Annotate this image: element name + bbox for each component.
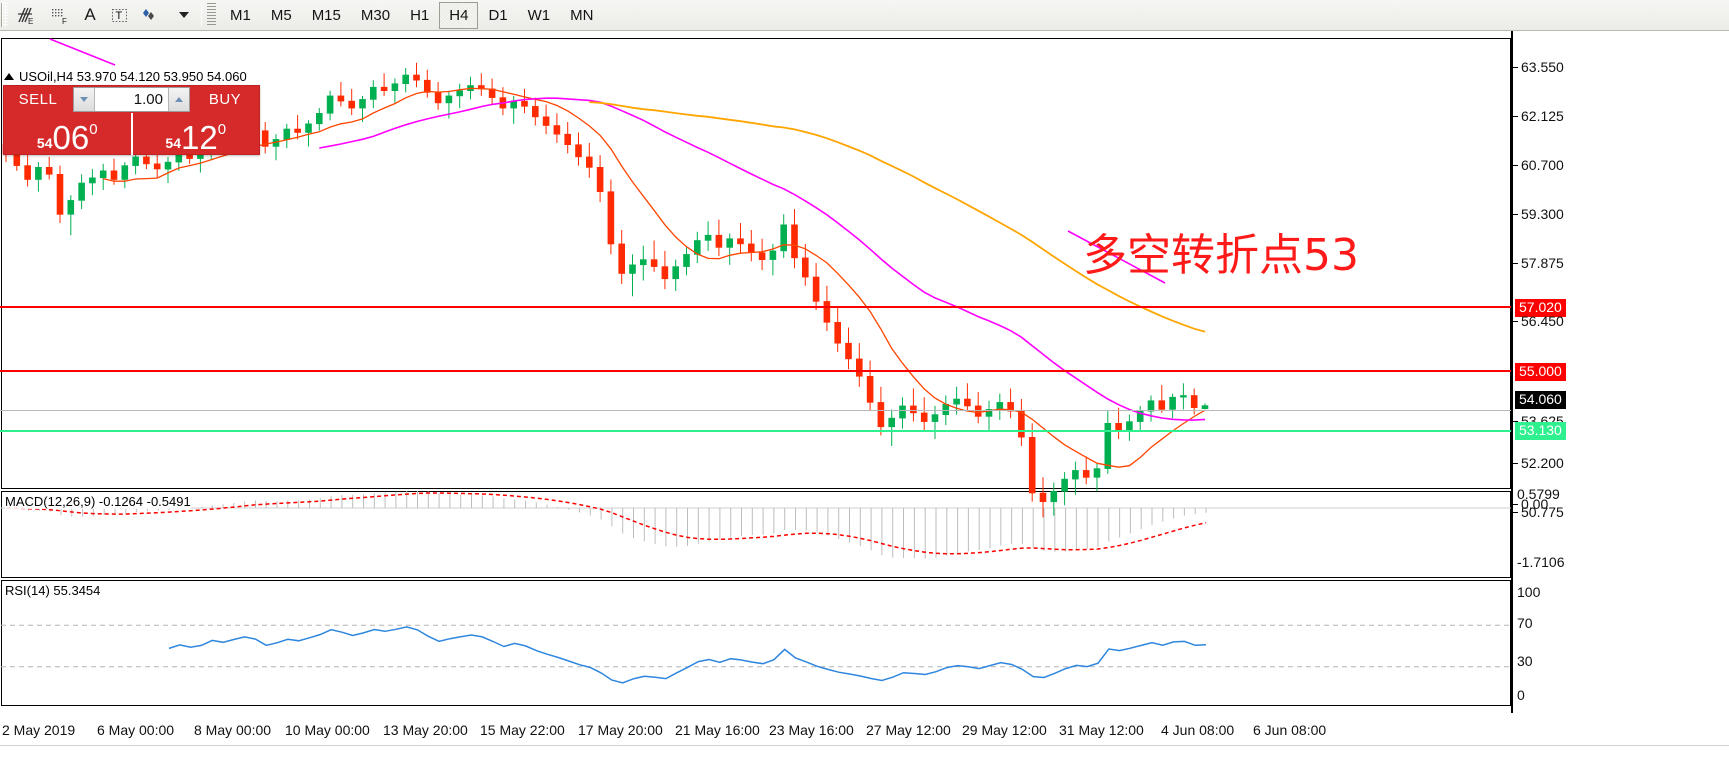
- sell-price-main: 06: [52, 119, 90, 156]
- timeframe-group-handle[interactable]: [207, 3, 216, 27]
- objects-tool-icon[interactable]: [135, 2, 168, 28]
- volume-increment-button[interactable]: [168, 88, 189, 111]
- chevron-down-icon: [80, 97, 88, 102]
- chart-annotation-text: 多空转折点53: [1083, 230, 1359, 281]
- chart-symbol-header: USOil,H4 53.970 54.120 53.950 54.060: [4, 68, 247, 84]
- date-tick: 10 May 00:00: [285, 722, 370, 738]
- timeframe-m15[interactable]: M15: [311, 6, 341, 24]
- grid-tool-icon[interactable]: F: [43, 2, 76, 28]
- date-tick: 6 Jun 08:00: [1253, 722, 1327, 738]
- main-toolbar: E F A T: [0, 0, 1729, 31]
- resistance-line-57020[interactable]: [0, 306, 1511, 308]
- resistance-price-tag[interactable]: 57.020: [1515, 299, 1566, 317]
- price-series-svg: [2, 62, 1209, 518]
- date-tick: 31 May 12:00: [1059, 722, 1144, 738]
- buy-price-fraction: 0: [217, 121, 227, 138]
- current-price-tag: 54.060: [1515, 391, 1566, 409]
- volume-input[interactable]: 1.00: [133, 91, 163, 108]
- annotation-leader-line: [1067, 230, 1166, 284]
- buy-price-main: 12: [181, 119, 218, 156]
- date-tick: 23 May 16:00: [769, 722, 854, 738]
- date-tick: 17 May 20:00: [578, 722, 663, 738]
- text-tool-icon[interactable]: A: [84, 5, 96, 24]
- date-tick: 4 Jun 08:00: [1161, 722, 1235, 738]
- chart-container[interactable]: USOil,H4 53.970 54.120 53.950 54.060: [0, 31, 1729, 713]
- price-axis[interactable]: 63.550 62.125 60.700 59.300 57.875 57.02…: [1511, 31, 1729, 713]
- chart-plot-region[interactable]: MACD(12,26,9) -0.1264 -0.5491 RSI(14) 55…: [0, 31, 1511, 713]
- toolbar-separator: [201, 4, 202, 26]
- label-tool-icon[interactable]: T: [104, 2, 135, 28]
- sell-price-prefix: 54: [36, 135, 53, 151]
- rsi-pane[interactable]: [1, 580, 1511, 706]
- date-tick: 29 May 12:00: [962, 722, 1047, 738]
- timeframe-m1[interactable]: M1: [230, 6, 251, 24]
- date-tick: 13 May 20:00: [383, 722, 468, 738]
- one-click-trading-panel[interactable]: SELL 1.00 BUY 54 06: [3, 85, 260, 155]
- support-price-tag[interactable]: 53.130: [1515, 422, 1566, 440]
- rsi-indicator-label: RSI(14) 55.3454: [5, 583, 101, 598]
- svg-text:F: F: [62, 17, 67, 26]
- buy-price-display[interactable]: 54 12 0: [133, 113, 260, 155]
- date-tick: 27 May 12:00: [866, 722, 951, 738]
- sell-button[interactable]: SELL: [18, 91, 58, 108]
- crosshair-tool-icon[interactable]: E: [10, 2, 43, 28]
- date-axis-rule: [0, 745, 1729, 746]
- macd-pane[interactable]: [1, 491, 1511, 578]
- timeframe-h4[interactable]: H4: [439, 1, 479, 29]
- volume-decrement-button[interactable]: [74, 88, 95, 111]
- timeframe-d1[interactable]: D1: [488, 6, 508, 24]
- chevron-up-icon: [175, 97, 183, 102]
- svg-text:T: T: [116, 10, 123, 22]
- sell-price-display[interactable]: 54 06 0: [4, 113, 133, 155]
- current-price-line: [0, 410, 1511, 411]
- resistance-price-tag[interactable]: 55.000: [1515, 363, 1566, 381]
- date-tick: 21 May 16:00: [675, 722, 760, 738]
- date-tick: 2 May 2019: [2, 722, 76, 738]
- timeframe-w1[interactable]: W1: [527, 6, 551, 24]
- timeframe-m5[interactable]: M5: [270, 6, 292, 24]
- buy-price-prefix: 54: [165, 135, 181, 151]
- date-tick: 6 May 00:00: [97, 722, 175, 738]
- date-axis[interactable]: 2 May 2019 6 May 00:00 8 May 00:00 10 Ma…: [0, 713, 1729, 757]
- support-line-53130[interactable]: [0, 430, 1511, 432]
- collapse-triangle-icon[interactable]: [4, 72, 14, 80]
- symbol-ohlc-text: USOil,H4 53.970 54.120 53.950 54.060: [19, 68, 247, 84]
- svg-text:E: E: [28, 17, 33, 26]
- timeframe-mn[interactable]: MN: [570, 6, 594, 24]
- header-pointer-stroke: [49, 38, 116, 66]
- macd-series-svg: [1, 491, 1511, 559]
- trade-panel-price-row: 54 06 0 54 12 0: [4, 113, 259, 155]
- macd-indicator-label: MACD(12,26,9) -0.1264 -0.5491: [5, 494, 191, 509]
- timeframe-m30[interactable]: M30: [360, 6, 391, 24]
- date-tick: 8 May 00:00: [194, 722, 272, 738]
- volume-stepper[interactable]: 1.00: [73, 87, 190, 112]
- timeframe-h1[interactable]: H1: [410, 6, 430, 24]
- sell-price-fraction: 0: [89, 121, 98, 138]
- resistance-line-55000[interactable]: [0, 370, 1511, 372]
- toolbar-drag-handle[interactable]: [1, 3, 8, 27]
- buy-button[interactable]: BUY: [208, 91, 242, 108]
- objects-dropdown-arrow[interactable]: [168, 2, 196, 28]
- trade-panel-top-row: SELL 1.00 BUY: [4, 86, 259, 113]
- rsi-series-svg: [1, 624, 1511, 684]
- date-tick: 15 May 22:00: [480, 722, 565, 738]
